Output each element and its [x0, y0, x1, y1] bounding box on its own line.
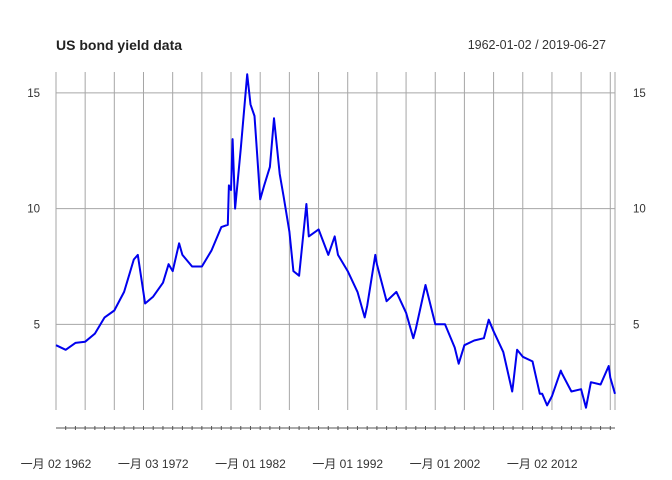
- x-tick-label: 一月 01 1982: [215, 457, 286, 471]
- series-layer: [55, 73, 616, 409]
- chart-title: US bond yield data: [56, 37, 182, 53]
- y-tick-label-left: 5: [34, 319, 40, 331]
- x-tick-label: 一月 03 1972: [118, 457, 189, 471]
- y-tick-label-right: 5: [633, 319, 639, 331]
- series-line-0: [55, 73, 616, 409]
- x-tick-label: 一月 02 2012: [507, 457, 578, 471]
- date-range-label: 1962-01-02 / 2019-06-27: [468, 38, 606, 52]
- x-tick-label: 一月 01 2002: [410, 457, 481, 471]
- y-tick-label-right: 10: [633, 204, 646, 216]
- y-tick-label-right: 15: [633, 88, 646, 100]
- x-tick-label: 一月 02 1962: [21, 457, 92, 471]
- x-tick-label: 一月 01 1992: [312, 457, 383, 471]
- y-tick-label-left: 15: [27, 88, 40, 100]
- grid-layer: [55, 72, 616, 410]
- axis-layer: 5 5 10 10 15 15 一月 02 1962 一月 03 1972 一月 01 1982…: [21, 88, 646, 471]
- y-tick-label-left: 10: [27, 204, 40, 216]
